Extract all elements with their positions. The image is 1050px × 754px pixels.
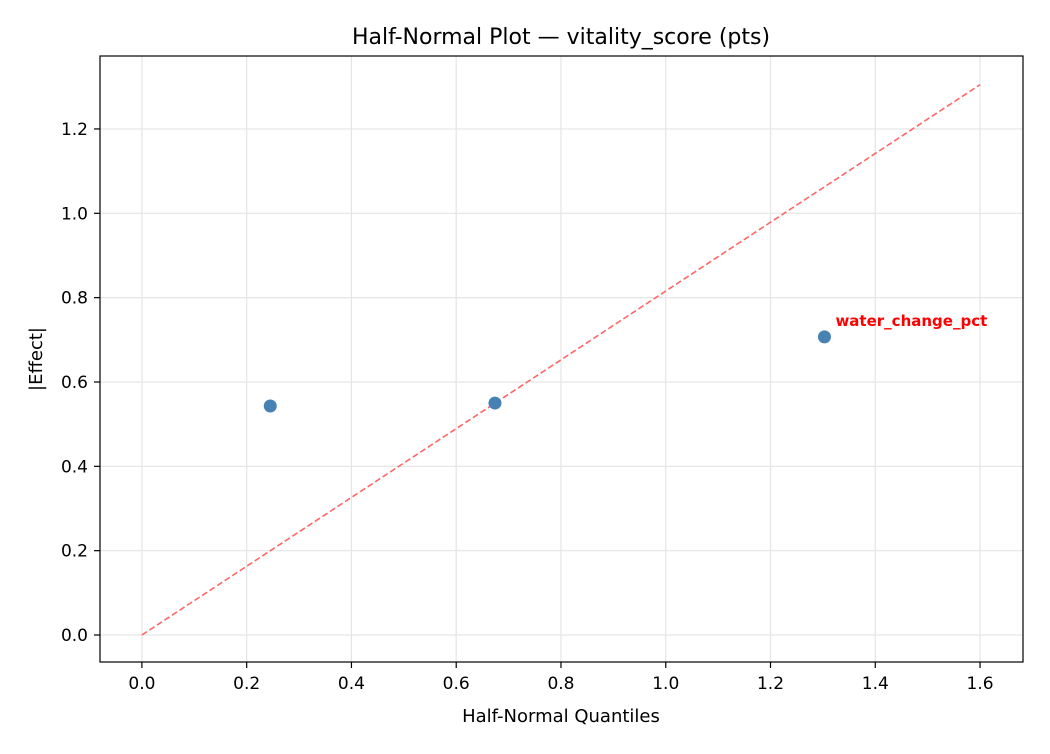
data-point <box>488 396 502 410</box>
x-tick-label: 0.0 <box>128 674 155 694</box>
x-tick-label: 1.4 <box>862 674 889 694</box>
x-tick-label: 0.4 <box>338 674 365 694</box>
y-tick-label: 0.8 <box>61 289 88 309</box>
grid <box>100 56 1023 662</box>
data-point <box>263 399 277 413</box>
y-axis-label: |Effect| <box>26 327 47 391</box>
chart-title: Half-Normal Plot — vitality_score (pts) <box>352 25 770 50</box>
x-tick-label: 0.8 <box>547 674 574 694</box>
x-tick-label: 0.6 <box>443 674 470 694</box>
x-axis-label: Half-Normal Quantiles <box>462 706 660 727</box>
y-tick-label: 1.2 <box>61 120 88 140</box>
y-tick-label: 0.2 <box>61 542 88 562</box>
y-tick-label: 0.4 <box>61 457 88 477</box>
reference-line-group <box>141 84 981 636</box>
y-tick-label: 0.0 <box>61 626 88 646</box>
x-axis-ticks: 0.0 0.2 0.4 0.6 0.8 1.0 1.2 1.4 1.6 <box>128 662 994 694</box>
x-tick-label: 1.6 <box>967 674 994 694</box>
points-group: water_change_pct <box>263 312 987 413</box>
x-tick-label: 0.2 <box>233 674 260 694</box>
x-tick-label: 1.2 <box>757 674 784 694</box>
reference-line <box>141 84 981 636</box>
x-tick-label: 1.0 <box>652 674 679 694</box>
point-annotation: water_change_pct <box>835 312 987 330</box>
data-point <box>817 330 831 344</box>
y-tick-label: 0.6 <box>61 373 88 393</box>
y-axis-ticks: 0.0 0.2 0.4 0.6 0.8 1.0 1.2 <box>61 120 100 646</box>
y-tick-label: 1.0 <box>61 204 88 224</box>
